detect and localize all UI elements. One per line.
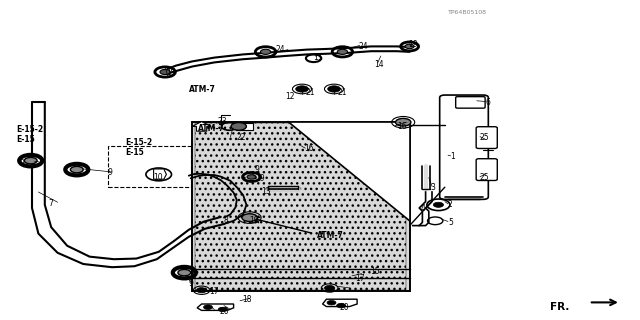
Polygon shape (192, 122, 211, 131)
Text: 6: 6 (485, 98, 490, 107)
Text: 4: 4 (421, 204, 426, 212)
Circle shape (296, 86, 308, 92)
Text: 21: 21 (305, 88, 315, 97)
FancyBboxPatch shape (476, 159, 497, 180)
Text: 10: 10 (154, 173, 163, 182)
Polygon shape (154, 169, 166, 179)
Text: 14: 14 (374, 60, 384, 68)
Text: E-15-2: E-15-2 (125, 138, 152, 147)
Text: ATM-7: ATM-7 (198, 124, 225, 132)
Text: 16: 16 (305, 144, 314, 153)
Text: 18: 18 (242, 295, 252, 304)
Text: 24: 24 (275, 45, 285, 54)
Text: E-15: E-15 (16, 135, 35, 144)
Text: 24: 24 (358, 42, 368, 51)
Circle shape (247, 175, 256, 179)
Polygon shape (288, 122, 410, 221)
Text: 9: 9 (255, 165, 260, 174)
Polygon shape (192, 122, 410, 291)
Text: 5: 5 (448, 218, 453, 227)
Circle shape (70, 166, 83, 173)
Text: 3: 3 (431, 183, 436, 192)
Polygon shape (323, 299, 357, 307)
Circle shape (324, 285, 335, 291)
FancyBboxPatch shape (456, 97, 485, 108)
Text: 19: 19 (255, 174, 264, 183)
Circle shape (328, 86, 340, 92)
Text: 8: 8 (224, 216, 228, 225)
Text: 19: 19 (408, 40, 418, 49)
Text: 9: 9 (108, 168, 113, 177)
Text: 16: 16 (397, 122, 406, 131)
Polygon shape (197, 304, 234, 310)
Text: TP64B05108: TP64B05108 (448, 10, 487, 15)
Text: 22: 22 (237, 133, 246, 142)
Text: 1: 1 (450, 152, 454, 161)
Circle shape (337, 303, 346, 308)
Text: 25: 25 (480, 173, 490, 182)
Text: 25: 25 (480, 133, 490, 142)
Circle shape (405, 44, 414, 49)
Circle shape (160, 69, 170, 75)
Text: 17: 17 (209, 287, 219, 296)
Text: E-15-2: E-15-2 (16, 125, 43, 134)
Text: 23: 23 (218, 117, 227, 126)
Circle shape (327, 300, 336, 305)
Text: 19: 19 (250, 216, 259, 225)
Text: 17: 17 (355, 274, 365, 283)
FancyBboxPatch shape (476, 127, 497, 148)
Circle shape (218, 307, 227, 312)
Text: 9: 9 (19, 159, 24, 168)
Circle shape (337, 49, 348, 54)
Text: 9: 9 (189, 279, 194, 288)
Text: ATM-7: ATM-7 (189, 85, 216, 94)
Circle shape (231, 123, 246, 130)
Text: 7: 7 (48, 199, 53, 208)
Text: 11: 11 (314, 53, 323, 62)
Text: ATM-7: ATM-7 (317, 231, 344, 240)
Circle shape (204, 305, 212, 309)
Text: 13: 13 (261, 188, 271, 196)
Circle shape (24, 157, 37, 164)
Text: 20: 20 (220, 308, 229, 316)
Text: 2: 2 (448, 200, 452, 209)
Text: FR.: FR. (550, 302, 570, 312)
Polygon shape (236, 123, 253, 130)
Text: 15: 15 (370, 268, 380, 276)
FancyBboxPatch shape (440, 95, 488, 199)
Text: 12: 12 (285, 92, 294, 100)
Text: E-15: E-15 (125, 148, 143, 156)
Text: 20: 20 (339, 303, 349, 312)
Text: 19: 19 (166, 68, 176, 76)
Circle shape (260, 49, 271, 54)
Circle shape (178, 269, 191, 276)
Circle shape (242, 214, 257, 221)
Circle shape (396, 118, 411, 126)
Circle shape (433, 202, 444, 207)
Circle shape (196, 288, 207, 293)
Text: 21: 21 (337, 88, 347, 97)
